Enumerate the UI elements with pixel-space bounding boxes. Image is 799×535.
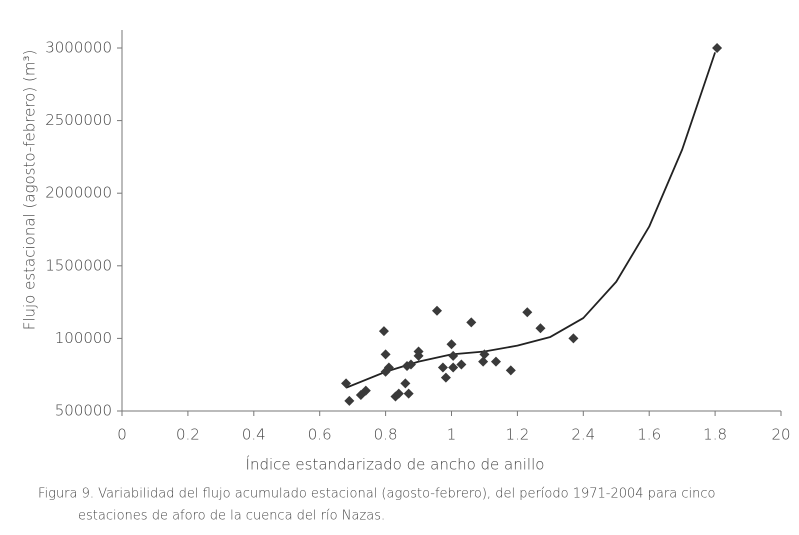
point xyxy=(466,317,477,328)
point xyxy=(440,372,451,383)
point xyxy=(413,346,424,357)
point xyxy=(448,350,459,361)
x-tick-label: 1.6 xyxy=(637,426,661,444)
x-tick-label: 1.8 xyxy=(703,426,727,444)
point xyxy=(448,362,459,373)
point xyxy=(535,323,546,334)
point xyxy=(479,349,490,360)
point xyxy=(341,378,352,389)
point xyxy=(490,356,501,367)
point xyxy=(478,356,489,367)
y-tick-label: 2500000 xyxy=(45,111,112,129)
point xyxy=(400,378,411,389)
x-axis-label: Índice estandarizado de ancho de anillo xyxy=(246,455,545,474)
point xyxy=(405,359,416,370)
point xyxy=(568,333,579,344)
x-tick-label: 1.2 xyxy=(505,426,529,444)
point xyxy=(383,362,394,373)
point xyxy=(360,385,371,396)
point xyxy=(505,365,516,376)
y-tick-label: 100000 xyxy=(55,329,112,347)
y-tick-label: 2000000 xyxy=(45,184,112,202)
point xyxy=(446,339,457,350)
point xyxy=(378,326,389,337)
point xyxy=(432,305,443,316)
x-tick-label: 2.4 xyxy=(571,426,595,444)
point xyxy=(344,395,355,406)
y-tick-label: 1500000 xyxy=(45,256,112,274)
point xyxy=(456,359,467,370)
x-tick-label: 20 xyxy=(771,426,790,444)
caption-line: Figura 9. Variabilidad del flujo acumula… xyxy=(38,487,715,502)
x-tick-label: 0 xyxy=(117,426,127,444)
point xyxy=(403,388,414,399)
point xyxy=(380,349,391,360)
point xyxy=(393,388,404,399)
x-tick-label: 0.6 xyxy=(308,426,332,444)
y-tick-label: 3000000 xyxy=(45,39,112,57)
caption-line: estaciones de aforo de la cuenca del río… xyxy=(78,509,385,524)
point xyxy=(712,43,723,53)
x-tick-label: 0.8 xyxy=(374,426,398,444)
point xyxy=(522,307,533,318)
point xyxy=(437,362,448,373)
x-tick-label: 0.2 xyxy=(176,426,200,444)
y-axis-label: Flujo estacional (agosto-febrero) (m³) xyxy=(21,50,39,331)
y-tick-label: 500000 xyxy=(55,402,112,420)
trend-line xyxy=(345,52,716,389)
x-tick-label: 1 xyxy=(447,426,457,444)
x-tick-label: 0.4 xyxy=(242,426,266,444)
